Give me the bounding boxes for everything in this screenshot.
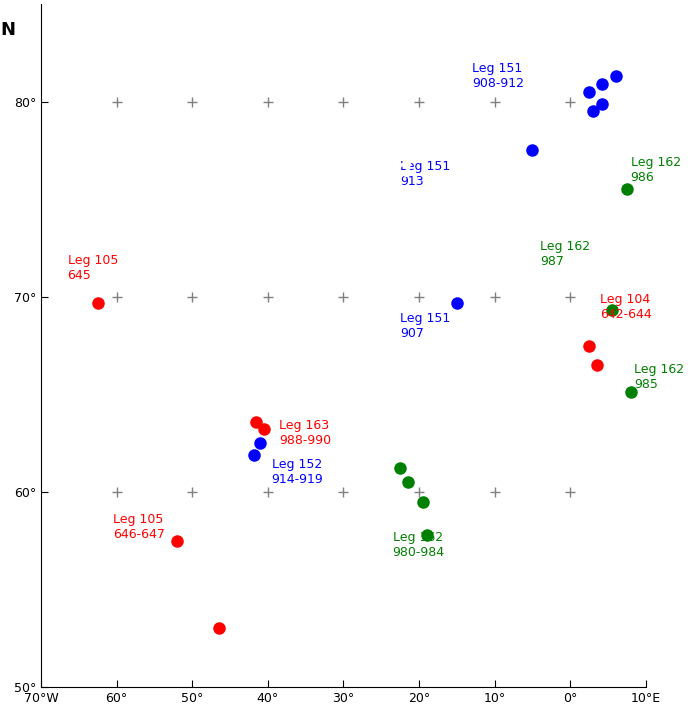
Text: Leg 152
914-919: Leg 152 914-919 (272, 459, 324, 486)
Text: Leg 104
642-644: Leg 104 642-644 (600, 293, 652, 320)
Text: Leg 162
987: Leg 162 987 (540, 240, 590, 268)
Text: Leg 162
980-984: Leg 162 980-984 (393, 530, 444, 559)
Text: Europe: Europe (558, 644, 612, 659)
Text: Leg 163
988-990: Leg 163 988-990 (279, 419, 331, 447)
Text: Leg 151
913: Leg 151 913 (400, 160, 451, 188)
Text: Leg 105
645: Leg 105 645 (68, 254, 118, 281)
Text: Greenland: Greenland (275, 158, 413, 182)
Text: Leg 162
985: Leg 162 985 (634, 363, 684, 391)
Text: Leg 162
986: Leg 162 986 (631, 156, 681, 184)
Text: Leg 105
646-647: Leg 105 646-647 (113, 513, 165, 541)
Text: Leg 151
908-912: Leg 151 908-912 (472, 62, 524, 90)
Text: N: N (0, 21, 15, 39)
Text: Leg 151
907: Leg 151 907 (400, 312, 451, 340)
